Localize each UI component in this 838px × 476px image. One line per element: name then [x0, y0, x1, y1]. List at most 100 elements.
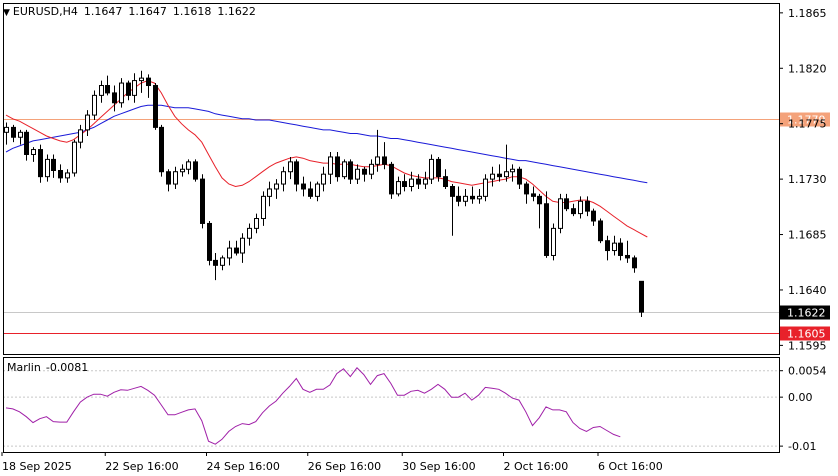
candle-body-bull [510, 168, 515, 173]
candle [544, 191, 549, 258]
candle [51, 154, 56, 178]
candle-body-bear [234, 247, 239, 254]
candle-body-bear [585, 200, 590, 212]
candle [632, 255, 637, 273]
candle-body-bear [38, 149, 43, 178]
indicator-name: Marlin [7, 361, 41, 374]
candle-body-bear [571, 208, 576, 215]
candle [578, 196, 583, 219]
candle [639, 280, 644, 318]
oscillator-tick-label: 0.0054 [788, 365, 827, 378]
candle [335, 152, 340, 182]
candle [423, 171, 428, 189]
candle-body-bull [429, 158, 434, 180]
candle [625, 240, 630, 263]
candle [18, 129, 23, 145]
candle [58, 164, 63, 183]
candle-body-bull [321, 173, 326, 185]
candle [402, 174, 407, 192]
candle-body-bear [153, 85, 158, 128]
candle-body-bull [267, 188, 272, 197]
candle-body-bull [72, 141, 77, 174]
candle [288, 156, 293, 180]
candle-body-bull [490, 173, 495, 180]
candle-body-bull [288, 161, 293, 173]
candle-body-bear [517, 168, 522, 185]
candle-body-bull [85, 114, 90, 131]
price-tick-label: 1.1730 [788, 173, 827, 186]
candle [240, 233, 245, 263]
level-lower-label-bg [780, 326, 830, 341]
collapse-triangle-icon[interactable]: ▼ [3, 8, 10, 18]
candle-body-bull [240, 237, 245, 254]
candle-body-bull [409, 178, 414, 188]
candle [612, 235, 617, 256]
candle [328, 152, 333, 185]
candle [517, 166, 522, 189]
time-tick-label: 30 Sep 16:00 [402, 460, 475, 473]
candle [524, 181, 529, 204]
indicator-header: Marlin -0.0081 [7, 361, 88, 374]
candle [301, 176, 306, 197]
candle [382, 142, 387, 170]
candle-body-bull [139, 77, 144, 82]
candle [261, 191, 266, 226]
candle-body-bear [389, 163, 394, 195]
candle [227, 240, 232, 266]
candle [11, 124, 16, 143]
candle-body-bull [132, 80, 137, 96]
candle-body-bear [564, 198, 569, 210]
candle [598, 218, 603, 244]
candle-body-bear [456, 195, 461, 202]
price-tick-label: 1.1865 [788, 7, 827, 20]
price-tick-label: 1.1685 [788, 229, 827, 242]
oscillator-tick-label: 0.00 [788, 391, 813, 404]
time-tick-label: 24 Sep 16:00 [207, 460, 280, 473]
candle [153, 83, 158, 130]
candle-body-bull [220, 257, 225, 266]
oscillator-tick-label: -0.01 [788, 440, 816, 453]
time-tick-label: 22 Sep 16:00 [105, 460, 178, 473]
candle-body-bull [186, 161, 191, 170]
candle-body-bear [450, 186, 455, 197]
time-tick-label: 6 Oct 16:00 [598, 460, 663, 473]
candle-body-bull [274, 183, 279, 190]
candle-body-bear [200, 178, 205, 224]
candle [132, 73, 137, 103]
candle-body-bull [477, 195, 482, 200]
candle [618, 238, 623, 261]
candle [186, 159, 191, 175]
candle [254, 213, 259, 234]
candle-body-bear [436, 158, 441, 178]
candle-body-bear [166, 171, 171, 185]
time-tick-label: 18 Sep 2025 [2, 460, 72, 473]
open-value: 1.1647 [83, 5, 123, 18]
candle-body-bear [335, 156, 340, 178]
candle [4, 122, 9, 145]
candle-body-bull [4, 126, 9, 133]
oscillator-pane-border [3, 357, 780, 453]
candle-body-bear [632, 257, 637, 269]
candle-body-bear [159, 126, 164, 173]
candle [213, 253, 218, 281]
candle [281, 166, 286, 192]
candle [234, 240, 239, 256]
chart-header: ▼ EURUSD,H4 1.1647 1.1647 1.1618 1.1622 [3, 5, 256, 18]
candle-body-bull [578, 200, 583, 215]
candle [308, 181, 313, 199]
candle-body-bear [193, 161, 198, 180]
candle [409, 171, 414, 192]
candle-body-bear [301, 183, 306, 190]
candle-body-bull [78, 129, 83, 143]
candle [105, 75, 110, 96]
candle [443, 169, 448, 189]
candle-body-bull [612, 242, 617, 252]
candle [585, 196, 590, 217]
ma-slow-line [5, 104, 648, 184]
candle-body-bear [402, 181, 407, 188]
candle-body-bear [11, 126, 16, 138]
candle [247, 223, 252, 246]
price-tick-label: 1.1640 [788, 284, 827, 297]
candle-body-bear [537, 195, 542, 205]
